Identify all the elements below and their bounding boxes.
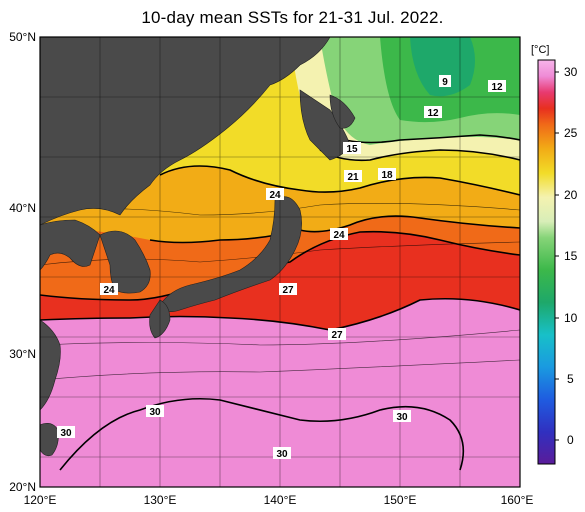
svg-text:21: 21 bbox=[347, 172, 359, 183]
contour-label: 9 bbox=[439, 75, 451, 88]
colorbar-tick-30: 30 bbox=[564, 65, 578, 79]
map-frame bbox=[39, 36, 521, 488]
svg-text:24: 24 bbox=[103, 285, 115, 296]
isotherm-18 bbox=[159, 165, 520, 196]
colorbar-ticks bbox=[555, 71, 559, 441]
lon-label-150: 150°E bbox=[384, 493, 417, 507]
svg-text:12: 12 bbox=[427, 108, 439, 119]
colorbar bbox=[537, 59, 556, 465]
land-china-coast bbox=[40, 319, 61, 411]
contour-label: 27 bbox=[279, 283, 297, 296]
contour-label: 27 bbox=[328, 328, 346, 341]
colorbar-tick-10: 10 bbox=[564, 311, 578, 325]
isotherm-30-south bbox=[59, 397, 465, 471]
land bbox=[40, 37, 356, 457]
svg-text:9: 9 bbox=[442, 77, 448, 88]
lat-label-50: 50°N bbox=[9, 30, 36, 44]
contour-label: 30 bbox=[393, 410, 411, 423]
svg-text:18: 18 bbox=[381, 170, 393, 181]
land-kuril bbox=[329, 94, 356, 129]
isotherm-15 bbox=[319, 149, 520, 162]
svg-text:24: 24 bbox=[269, 190, 281, 201]
contour-label: 15 bbox=[343, 142, 361, 155]
colorbar-tick-25: 25 bbox=[564, 126, 578, 140]
land-asia-north bbox=[40, 37, 331, 226]
svg-text:12: 12 bbox=[491, 82, 503, 93]
svg-text:27: 27 bbox=[331, 330, 343, 341]
land-korea-north bbox=[40, 219, 101, 271]
contour-labels: 9 12 12 15 21 18 24 24 24 27 27 30 30 30… bbox=[57, 75, 506, 460]
svg-text:15: 15 bbox=[346, 144, 358, 155]
lat-label-30: 30°N bbox=[9, 347, 36, 361]
land-korea bbox=[99, 230, 151, 294]
isotherm-12 bbox=[344, 134, 520, 144]
svg-text:30: 30 bbox=[149, 407, 161, 418]
colorbar-unit: [°C] bbox=[531, 44, 550, 56]
lon-label-160: 160°E bbox=[501, 493, 534, 507]
contour-label: 12 bbox=[424, 106, 442, 119]
contour-label: 18 bbox=[378, 168, 396, 181]
colorbar-tick-0: 0 bbox=[567, 433, 574, 447]
lon-label-130: 130°E bbox=[144, 493, 177, 507]
contour-label: 30 bbox=[273, 447, 291, 460]
sst-band-9 bbox=[410, 37, 475, 97]
contour-label: 24 bbox=[100, 283, 118, 296]
map-title: 10-day mean SSTs for 21-31 Jul. 2022. bbox=[141, 8, 444, 27]
lon-label-140: 140°E bbox=[264, 493, 297, 507]
contour-label: 21 bbox=[344, 170, 362, 183]
lat-label-40: 40°N bbox=[9, 201, 36, 215]
contour-label: 30 bbox=[57, 426, 75, 439]
isotherm-24 bbox=[40, 230, 520, 301]
land-honshu bbox=[159, 196, 302, 312]
land-taiwan bbox=[40, 423, 59, 457]
latitude-labels: 50°N 40°N 30°N 20°N bbox=[9, 30, 36, 494]
contour-label: 12 bbox=[488, 80, 506, 93]
svg-text:27: 27 bbox=[282, 285, 294, 296]
lat-label-20: 20°N bbox=[9, 480, 36, 494]
lon-label-120: 120°E bbox=[24, 493, 57, 507]
colorbar-tick-15: 15 bbox=[564, 249, 578, 263]
svg-text:24: 24 bbox=[333, 230, 345, 241]
land-sakhalin-hokkaido bbox=[299, 89, 351, 161]
svg-text:30: 30 bbox=[396, 412, 408, 423]
contour-label: 24 bbox=[330, 228, 348, 241]
svg-text:30: 30 bbox=[60, 428, 72, 439]
longitude-labels: 120°E 130°E 140°E 150°E 160°E bbox=[24, 493, 534, 507]
sst-field bbox=[40, 37, 520, 487]
colorbar-tick-5: 5 bbox=[567, 372, 574, 386]
isotherm-21 bbox=[149, 215, 520, 244]
contour-label: 30 bbox=[146, 405, 164, 418]
svg-text:30: 30 bbox=[276, 449, 288, 460]
contour-label: 24 bbox=[266, 188, 284, 201]
colorbar-tick-20: 20 bbox=[564, 188, 578, 202]
